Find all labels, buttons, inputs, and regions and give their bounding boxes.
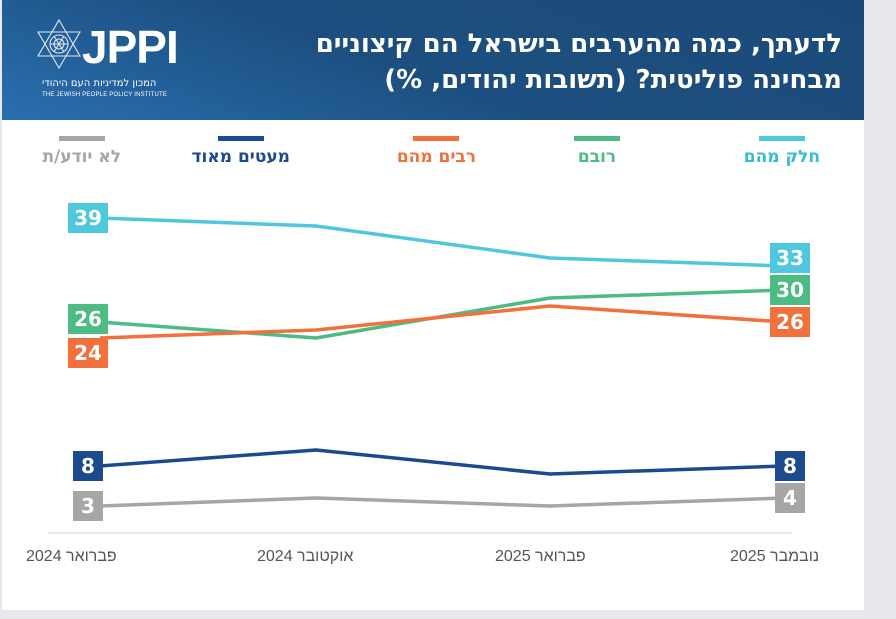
legend-swatch-most [574,136,620,141]
data-label-text: 8 [783,454,797,478]
series-line-most [99,288,785,340]
legend-item-many: רבים מהם [397,136,476,167]
series-line-some [99,216,785,268]
data-label-box [68,338,108,368]
data-label-text: 26 [776,310,804,334]
x-tick-feb-2025: פברואר 2025 [495,548,586,565]
chart-title: לדעתך, כמה מהערבים בישראל הם קיצוניים מב… [282,26,842,98]
logo-wordmark: JPPI [82,21,179,73]
header-banner: JPPI המכון למדיניות העם היהודי THE JEWIS… [2,0,864,120]
data-label-dont-know-3: 4 [775,483,805,513]
data-label-very-few-3: 8 [775,451,805,481]
data-label-box [775,483,805,513]
x-tick-feb-2024: פברואר 2024 [26,548,117,565]
data-label-some-0: 39 [68,203,108,233]
jppi-logo: JPPI המכון למדיניות העם היהודי THE JEWIS… [36,18,186,103]
data-label-most-3: 30 [770,275,810,305]
data-label-many-3: 26 [770,307,810,337]
legend-item-some: חלק מהם [744,136,820,167]
data-label-very-few-0: 8 [73,451,103,481]
series-line-many [99,304,785,340]
series-line-very-few [99,448,785,476]
data-label-box [68,304,108,334]
data-label-text: 30 [776,278,804,302]
legend-label-many: רבים מהם [396,147,476,167]
x-tick-oct-2024: אוקטובר 2024 [257,548,354,565]
data-label-dont-know-0: 3 [73,491,103,521]
legend-swatch-very-few [217,136,264,141]
data-label-text: 8 [81,454,95,478]
data-label-box [73,451,103,481]
x-tick-nov-2025: נובמבר 2025 [730,548,820,565]
data-label-box [770,243,810,273]
data-label-text: 33 [776,246,804,270]
chart-title-line-2: מבחינה פוליטית? (תשובות יהודים, %) [384,65,842,95]
logo-hebrew-subtitle: המכון למדיניות העם היהודי [42,78,157,89]
data-label-most-0: 26 [68,304,108,334]
data-label-box [73,491,103,521]
data-label-box [68,203,108,233]
data-label-text: 26 [74,307,102,331]
legend-label-very-few: מעטים מאוד [191,147,290,167]
chart-card: JPPI המכון למדיניות העם היהודי THE JEWIS… [2,0,864,610]
logo-english-subtitle: THE JEWISH PEOPLE POLICY INSTITUTE [42,92,168,98]
legend-label-some: חלק מהם [743,147,820,167]
data-label-text: 24 [74,341,102,365]
legend-item-very-few: מעטים מאוד [192,136,290,167]
data-label-some-3: 33 [770,243,810,273]
legend-swatch-many [413,136,460,141]
legend-item-most: רובם [574,136,620,167]
data-label-text: 39 [74,206,102,230]
legend-label-dont-know: לא יודע/ת [42,147,121,167]
data-label-text: 3 [81,494,95,518]
legend-item-dont-know: לא יודע/ת [42,136,121,167]
data-label-many-0: 24 [68,338,108,368]
data-label-box [775,451,805,481]
data-label-box [770,275,810,305]
series-line-dont-know [99,496,785,508]
data-label-box [770,307,810,337]
chart-title-line-1: לדעתך, כמה מהערבים בישראל הם קיצוניים [315,29,842,59]
legend-label-most: רובם [577,147,617,167]
legend-swatch-dont-know [58,136,105,141]
data-label-text: 4 [783,486,797,510]
legend-swatch-some [758,136,805,141]
star-of-david-icon [37,18,81,70]
